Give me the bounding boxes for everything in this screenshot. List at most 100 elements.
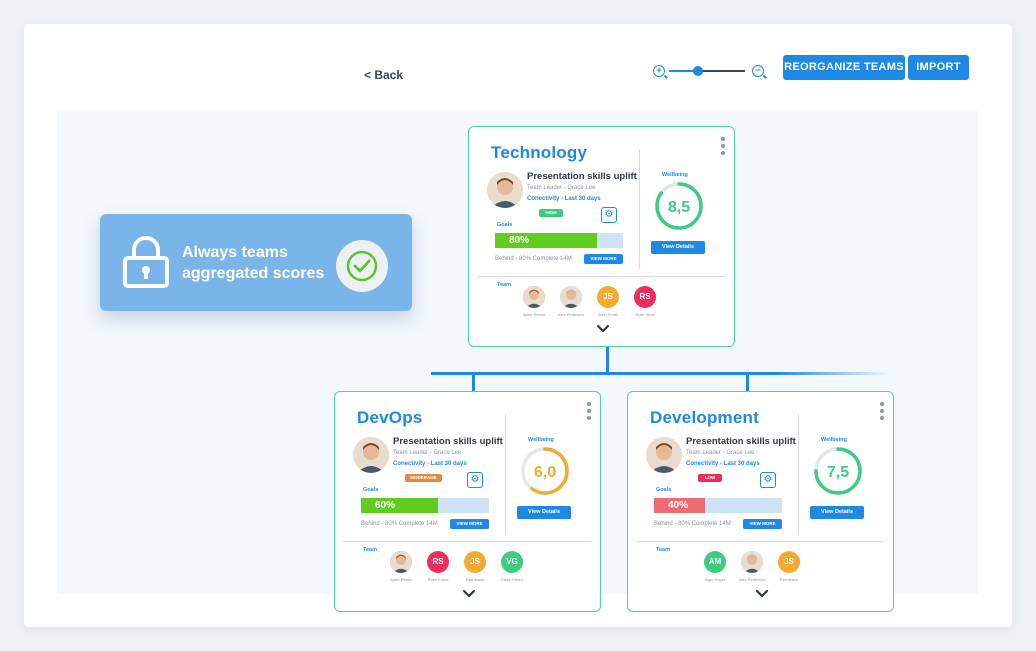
- member-name: Reedback: [779, 577, 798, 582]
- connectivity-text: Conectivity - Last 30 days: [527, 196, 601, 202]
- more-options-icon[interactable]: [880, 402, 884, 420]
- member-name: Alex Pedersen: [557, 312, 584, 317]
- view-more-button[interactable]: VIEW MORE: [743, 519, 782, 529]
- view-more-button[interactable]: VIEW MORE: [584, 254, 623, 264]
- wellbeing-label: Wellbeing: [528, 437, 554, 443]
- avatar[interactable]: JS: [464, 551, 486, 573]
- avatar[interactable]: JS: [597, 286, 619, 308]
- team-card-devops[interactable]: DevOps Presentation skills uplift Team Lea…: [334, 391, 601, 612]
- team-member[interactable]: RS Rose Silva: [624, 286, 666, 317]
- zoom-slider-fill: [669, 70, 698, 72]
- import-button[interactable]: IMPORT: [908, 55, 969, 80]
- team-member[interactable]: Alex Pedersen: [731, 551, 773, 582]
- divider: [505, 414, 506, 534]
- goal-progress-fill: 40%: [654, 498, 706, 513]
- goal-status-text: Behind - 80% Complete 14M: [361, 521, 438, 527]
- team-leader-text: Team Leader - Grace Lee: [393, 450, 462, 456]
- person-photo-icon: [646, 437, 682, 473]
- view-more-button[interactable]: VIEW MORE: [450, 519, 489, 529]
- team-member[interactable]: Aylee Reese: [380, 551, 422, 582]
- person-photo-icon: [390, 551, 412, 573]
- member-name: Alex Pedersen: [738, 577, 765, 582]
- more-options-icon[interactable]: [721, 137, 725, 155]
- member-name: John Smith: [597, 312, 618, 317]
- more-options-icon[interactable]: [587, 402, 591, 420]
- connectivity-text: Conectivity - Last 30 days: [393, 461, 467, 467]
- team-member[interactable]: JS John Smith: [587, 286, 629, 317]
- team-leader-avatar: [646, 437, 682, 473]
- member-name: Reedback: [465, 577, 484, 582]
- avatar[interactable]: [523, 286, 545, 308]
- check-icon: [346, 250, 378, 282]
- callout-text-line2: aggregated scores: [182, 265, 325, 282]
- divider: [343, 541, 591, 542]
- settings-gear-icon[interactable]: ⚙: [467, 472, 483, 488]
- settings-gear-icon[interactable]: ⚙: [760, 472, 776, 488]
- avatar[interactable]: JS: [778, 551, 800, 573]
- back-link[interactable]: < Back: [364, 68, 404, 82]
- goals-label: Goals: [656, 487, 672, 493]
- wellbeing-score: 7,5: [827, 464, 849, 481]
- member-name: Aylee Reese: [522, 312, 546, 317]
- team-leader-avatar: [353, 437, 389, 473]
- member-name: Rose Kodal: [427, 577, 449, 582]
- goal-progress-bar: 40%: [654, 498, 782, 513]
- goal-status-text: Behind - 80% Complete 14M: [654, 521, 731, 527]
- zoom-out-icon[interactable]: −: [752, 65, 764, 77]
- team-title: Development: [650, 408, 759, 427]
- view-details-button[interactable]: View Details: [517, 506, 571, 519]
- person-photo-icon: [353, 437, 389, 473]
- reorganize-teams-button[interactable]: REORGANIZE TEAMS: [783, 55, 905, 80]
- wellbeing-label: Wellbeing: [662, 172, 688, 178]
- person-photo-icon: [560, 286, 582, 308]
- wellbeing-gauge: 6,0: [521, 447, 569, 495]
- zoom-slider-thumb[interactable]: [692, 66, 703, 76]
- avatar[interactable]: [560, 286, 582, 308]
- connectivity-badge: LOW: [698, 474, 722, 482]
- chevron-down-icon[interactable]: [755, 589, 769, 599]
- chevron-down-icon[interactable]: [462, 589, 476, 599]
- team-member[interactable]: VG Vicky Green: [491, 551, 533, 582]
- callout-text-line1: Always teams: [182, 244, 288, 261]
- view-details-button[interactable]: View Details: [810, 506, 864, 519]
- chevron-down-icon[interactable]: [596, 324, 610, 334]
- team-leader-text: Team Leader - Grace Lee: [686, 450, 755, 456]
- connectivity-text: Conectivity - Last 30 days: [686, 461, 760, 467]
- connector-line: [746, 372, 749, 392]
- team-member[interactable]: JS Reedback: [454, 551, 496, 582]
- wellbeing-gauge: 7,5: [814, 447, 862, 495]
- skill-title: Presentation skills uplift: [527, 171, 637, 182]
- divider: [636, 541, 884, 542]
- goal-status-text: Behind - 80% Complete 14M: [495, 256, 572, 262]
- team-member[interactable]: Alex Pedersen: [550, 286, 592, 317]
- avatar[interactable]: [741, 551, 763, 573]
- zoom-control[interactable]: + −: [652, 62, 766, 80]
- divider: [477, 276, 725, 277]
- goal-progress-fill: 80%: [495, 233, 598, 248]
- avatar[interactable]: [390, 551, 412, 573]
- view-details-button[interactable]: View Details: [651, 241, 705, 254]
- team-card-technology[interactable]: Technology Presentation skills uplift Team…: [468, 126, 735, 347]
- avatar[interactable]: RS: [634, 286, 656, 308]
- team-member[interactable]: RS Rose Kodal: [417, 551, 459, 582]
- goals-label: Goals: [497, 222, 513, 228]
- person-photo-icon: [487, 172, 523, 208]
- goal-progress-fill: 60%: [361, 498, 438, 513]
- team-card-development[interactable]: Development Presentation skills uplift Tea…: [627, 391, 894, 612]
- zoom-slider-track[interactable]: [669, 66, 745, 76]
- member-name: Rose Silva: [635, 312, 655, 317]
- team-member[interactable]: AM Algin Hoper: [694, 551, 736, 582]
- wellbeing-gauge: 8,5: [655, 182, 703, 230]
- settings-gear-icon[interactable]: ⚙: [601, 207, 617, 223]
- connector-line: [431, 372, 891, 375]
- person-photo-icon: [523, 286, 545, 308]
- team-member[interactable]: JS Reedback: [768, 551, 810, 582]
- avatar[interactable]: RS: [427, 551, 449, 573]
- connector-line: [472, 372, 475, 392]
- team-label: Team: [656, 547, 670, 553]
- avatar[interactable]: VG: [501, 551, 523, 573]
- team-member[interactable]: Aylee Reese: [513, 286, 555, 317]
- zoom-in-icon[interactable]: +: [653, 65, 665, 77]
- check-circle-icon: [336, 240, 388, 292]
- avatar[interactable]: AM: [704, 551, 726, 573]
